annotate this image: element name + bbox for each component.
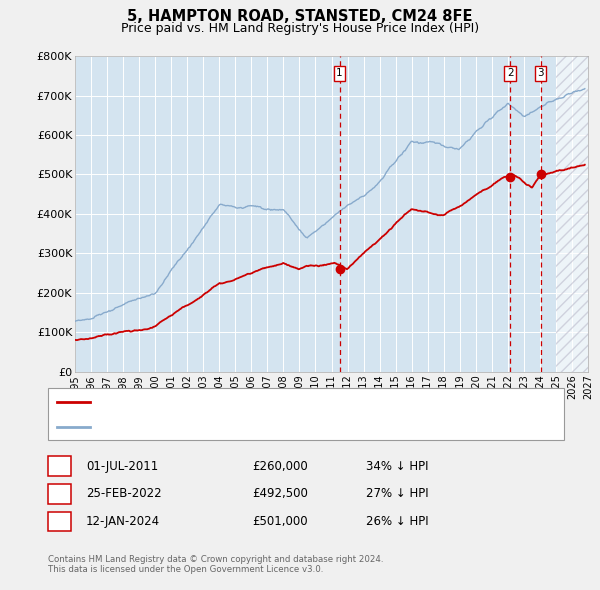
Text: 01-JUL-2011: 01-JUL-2011 bbox=[86, 460, 158, 473]
Bar bbox=[556, 56, 588, 372]
Text: HPI: Average price, detached house, Uttlesford: HPI: Average price, detached house, Uttl… bbox=[95, 422, 340, 431]
Text: 3: 3 bbox=[56, 515, 63, 528]
Text: 34% ↓ HPI: 34% ↓ HPI bbox=[366, 460, 428, 473]
Text: Price paid vs. HM Land Registry's House Price Index (HPI): Price paid vs. HM Land Registry's House … bbox=[121, 22, 479, 35]
Text: 2: 2 bbox=[507, 68, 514, 78]
Text: 26% ↓ HPI: 26% ↓ HPI bbox=[366, 515, 428, 528]
Text: £260,000: £260,000 bbox=[252, 460, 308, 473]
Text: Contains HM Land Registry data © Crown copyright and database right 2024.: Contains HM Land Registry data © Crown c… bbox=[48, 555, 383, 563]
Text: 25-FEB-2022: 25-FEB-2022 bbox=[86, 487, 161, 500]
Text: 5, HAMPTON ROAD, STANSTED, CM24 8FE: 5, HAMPTON ROAD, STANSTED, CM24 8FE bbox=[127, 9, 473, 24]
Text: This data is licensed under the Open Government Licence v3.0.: This data is licensed under the Open Gov… bbox=[48, 565, 323, 574]
Text: 3: 3 bbox=[537, 68, 544, 78]
Text: 27% ↓ HPI: 27% ↓ HPI bbox=[366, 487, 428, 500]
Text: 5, HAMPTON ROAD, STANSTED, CM24 8FE (detached house): 5, HAMPTON ROAD, STANSTED, CM24 8FE (det… bbox=[95, 397, 408, 407]
Text: £501,000: £501,000 bbox=[252, 515, 308, 528]
Text: 2: 2 bbox=[56, 487, 63, 500]
Text: 12-JAN-2024: 12-JAN-2024 bbox=[86, 515, 160, 528]
Text: 1: 1 bbox=[336, 68, 343, 78]
Text: 1: 1 bbox=[56, 460, 63, 473]
Text: £492,500: £492,500 bbox=[252, 487, 308, 500]
